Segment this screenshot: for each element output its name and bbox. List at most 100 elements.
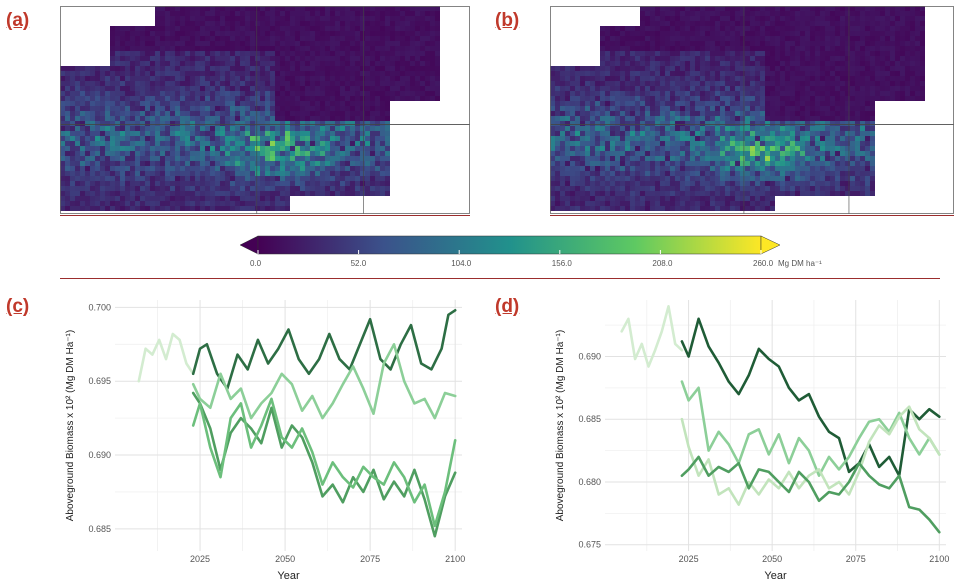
map-cell <box>845 131 850 136</box>
map-cell <box>185 131 190 136</box>
map-cell <box>300 121 305 126</box>
map-cell <box>640 16 645 21</box>
map-cell <box>265 126 270 131</box>
map-cell <box>895 41 900 46</box>
map-cell <box>655 101 660 106</box>
map-cell <box>355 76 360 81</box>
map-cell <box>790 41 795 46</box>
map-cell <box>145 146 150 151</box>
map-cell <box>865 161 870 166</box>
map-cell <box>290 91 295 96</box>
map-cell <box>850 151 855 156</box>
map-cell <box>90 131 95 136</box>
map-cell <box>610 26 615 31</box>
map-cell <box>895 61 900 66</box>
map-cell <box>645 111 650 116</box>
map-cell <box>890 36 895 41</box>
map-cell <box>650 146 655 151</box>
map-cell <box>210 131 215 136</box>
map-cell <box>775 146 780 151</box>
map-cell <box>220 71 225 76</box>
map-cell <box>75 191 80 196</box>
map-cell <box>785 166 790 171</box>
map-cell <box>280 11 285 16</box>
map-cell <box>300 186 305 191</box>
map-cell <box>785 11 790 16</box>
map-cell <box>360 11 365 16</box>
map-cell <box>875 71 880 76</box>
map-cell <box>230 46 235 51</box>
map-cell <box>180 186 185 191</box>
map-cell <box>295 71 300 76</box>
map-cell <box>780 106 785 111</box>
map-cell <box>580 66 585 71</box>
map-cell <box>705 131 710 136</box>
map-cell <box>410 81 415 86</box>
map-cell <box>655 171 660 176</box>
map-cell <box>110 201 115 206</box>
map-cell <box>800 31 805 36</box>
map-cell <box>215 156 220 161</box>
map-cell <box>870 76 875 81</box>
map-cell <box>555 161 560 166</box>
map-cell <box>195 26 200 31</box>
map-cell <box>795 136 800 141</box>
map-cell <box>775 36 780 41</box>
map-cell <box>140 191 145 196</box>
map-cell <box>640 31 645 36</box>
map-cell <box>380 96 385 101</box>
map-cell <box>635 86 640 91</box>
map-cell <box>365 6 370 11</box>
map-cell <box>625 61 630 66</box>
map-cell <box>370 111 375 116</box>
map-cell <box>270 46 275 51</box>
map-cell <box>710 106 715 111</box>
map-cell <box>695 141 700 146</box>
map-cell <box>205 146 210 151</box>
map-cell <box>650 41 655 46</box>
map-cell <box>185 91 190 96</box>
map-cell <box>195 61 200 66</box>
map-cell <box>670 156 675 161</box>
map-cell <box>790 141 795 146</box>
map-cell <box>370 91 375 96</box>
map-cell <box>65 111 70 116</box>
map-cell <box>655 141 660 146</box>
map-cell <box>830 6 835 11</box>
map-cell <box>720 46 725 51</box>
map-cell <box>860 136 865 141</box>
map-cell <box>190 111 195 116</box>
map-cell <box>620 136 625 141</box>
map-cell <box>570 151 575 156</box>
map-cell <box>675 31 680 36</box>
map-cell <box>850 126 855 131</box>
map-cell <box>680 61 685 66</box>
map-cell <box>900 46 905 51</box>
map-cell <box>815 11 820 16</box>
map-cell <box>170 106 175 111</box>
map-cell <box>885 76 890 81</box>
map-cell <box>820 161 825 166</box>
map-cell <box>780 121 785 126</box>
map-cell <box>825 96 830 101</box>
map-cell <box>315 6 320 11</box>
map-cell <box>865 141 870 146</box>
map-cell <box>685 66 690 71</box>
map-cell <box>835 156 840 161</box>
map-cell <box>800 96 805 101</box>
map-cell <box>375 111 380 116</box>
map-cell <box>690 146 695 151</box>
map-cell <box>425 31 430 36</box>
map-cell <box>845 151 850 156</box>
map-cell <box>145 86 150 91</box>
map-cell <box>85 151 90 156</box>
map-cell <box>720 6 725 11</box>
map-cell <box>695 21 700 26</box>
map-cell <box>740 6 745 11</box>
map-cell <box>405 16 410 21</box>
map-cell <box>665 76 670 81</box>
map-cell <box>815 46 820 51</box>
map-cell <box>785 106 790 111</box>
map-cell <box>805 26 810 31</box>
map-cell <box>405 11 410 16</box>
